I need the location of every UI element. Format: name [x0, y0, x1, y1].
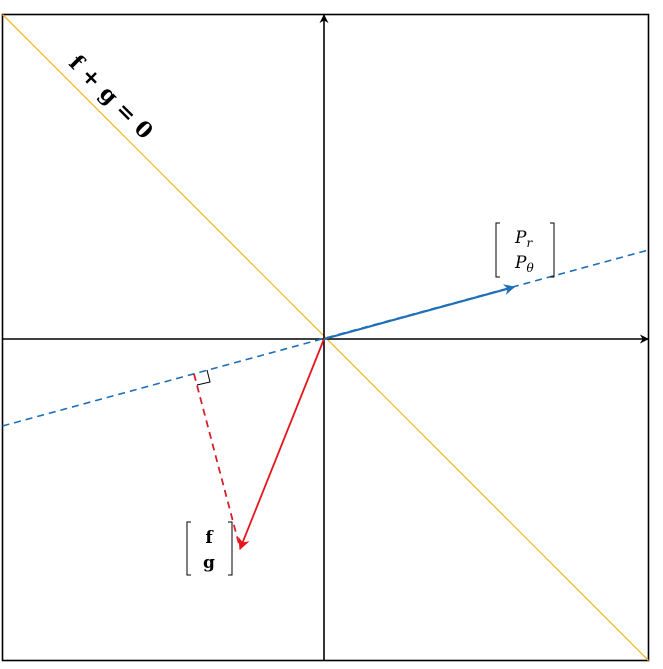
fg-right-bracket: [228, 521, 233, 576]
right-angle-marker: [196, 369, 211, 386]
p-top-entry: Pr: [514, 228, 533, 250]
fg-top-entry: f: [205, 528, 214, 548]
p-bottom-entry: Pθ: [514, 253, 534, 275]
line-label: f + g = 0: [63, 50, 158, 145]
fg-left-bracket: [186, 521, 191, 576]
fg-vector-label: f g: [186, 521, 233, 576]
fg-bottom-entry: g: [203, 553, 215, 573]
p-left-bracket: [495, 222, 500, 278]
p-vector-arrow: [323, 284, 516, 341]
fg-vector-arrow: [238, 338, 325, 551]
line-label-group: f + g = 0: [63, 50, 158, 145]
p-right-bracket: [550, 222, 555, 278]
p-vector-label: Pr Pθ: [495, 222, 555, 278]
projection-line: [193, 373, 241, 549]
p-span-line: [2, 249, 649, 427]
